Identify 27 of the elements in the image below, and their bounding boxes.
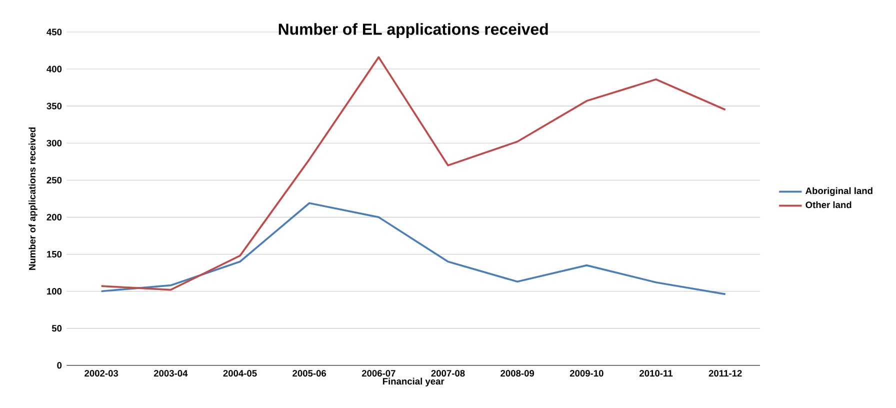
- y-tick-label: 300: [46, 140, 62, 146]
- legend-label: Other land: [806, 201, 852, 208]
- y-tick-label: 50: [52, 325, 62, 332]
- y-axis-title: Number of applications received: [28, 127, 38, 270]
- line-series: [100, 56, 726, 291]
- x-tick-label: 2005-06: [292, 370, 326, 377]
- y-tick-label: 200: [46, 214, 62, 220]
- y-tick-label: 350: [46, 102, 62, 110]
- x-tick-label: 2009-10: [570, 370, 604, 377]
- legend-label: Aboriginal land: [806, 187, 872, 196]
- y-tick-label: 400: [46, 66, 62, 72]
- x-tick-label: 2011-12: [708, 370, 742, 377]
- y-tick-label: 250: [46, 176, 62, 184]
- x-tick-label: 2010-11: [640, 370, 673, 377]
- line-series: [100, 202, 726, 296]
- y-tick-label: 150: [47, 250, 62, 258]
- y-tick-label: 0: [57, 362, 62, 369]
- x-tick-label: 2008-09: [500, 370, 534, 377]
- x-tick-label: 2002-03: [84, 370, 118, 377]
- x-tick-label: 2007-08: [431, 370, 465, 377]
- x-tick-label: 2006-07: [362, 370, 396, 377]
- chart-title: Number of EL applications received: [278, 23, 548, 38]
- x-tick-label: 2004-05: [223, 370, 257, 377]
- y-tick-label: 100: [47, 288, 62, 295]
- x-axis-title: Financial year: [382, 378, 444, 386]
- x-tick-label: 2003-04: [154, 370, 188, 377]
- y-tick-label: 450: [46, 28, 62, 36]
